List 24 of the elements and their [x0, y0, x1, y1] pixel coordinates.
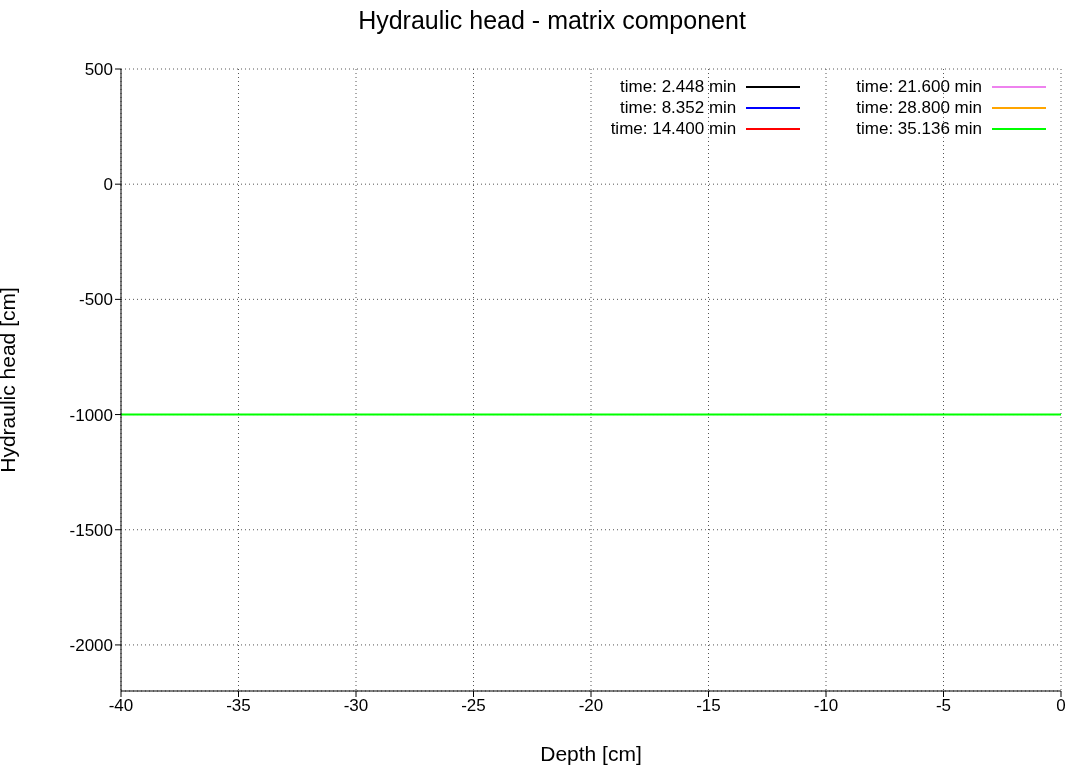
legend-label: time: 8.352 min [619, 97, 738, 118]
y-tick-label: 500 [84, 60, 113, 80]
legend-label: time: 14.400 min [610, 118, 738, 139]
y-tick-label: -2000 [69, 635, 113, 655]
x-tick-label: -20 [578, 696, 604, 716]
legend-label: time: 2.448 min [619, 76, 738, 97]
x-tick-label: -35 [226, 696, 251, 716]
y-tick-label: 0 [103, 175, 113, 195]
y-tick-label: -500 [78, 290, 113, 310]
x-tick-label: -15 [696, 696, 721, 716]
x-tick-label: -30 [343, 696, 369, 716]
legend-label: time: 35.136 min [856, 118, 983, 139]
y-tick-label: -1500 [69, 520, 113, 540]
y-tick-label: -1000 [69, 405, 113, 425]
x-tick-label: -10 [813, 696, 839, 716]
x-tick-label: 0 [1056, 696, 1066, 716]
x-tick-label: -40 [108, 696, 134, 716]
legend-label: time: 21.600 min [856, 76, 983, 97]
x-tick-label: -25 [461, 696, 486, 716]
chart-title: Hydraulic head - matrix component [357, 6, 747, 35]
y-axis-title: Hydraulic head [cm] [0, 287, 20, 473]
x-tick-label: -5 [935, 696, 952, 716]
legend-label: time: 28.800 min [856, 97, 983, 118]
x-axis-title: Depth [cm] [540, 742, 642, 765]
